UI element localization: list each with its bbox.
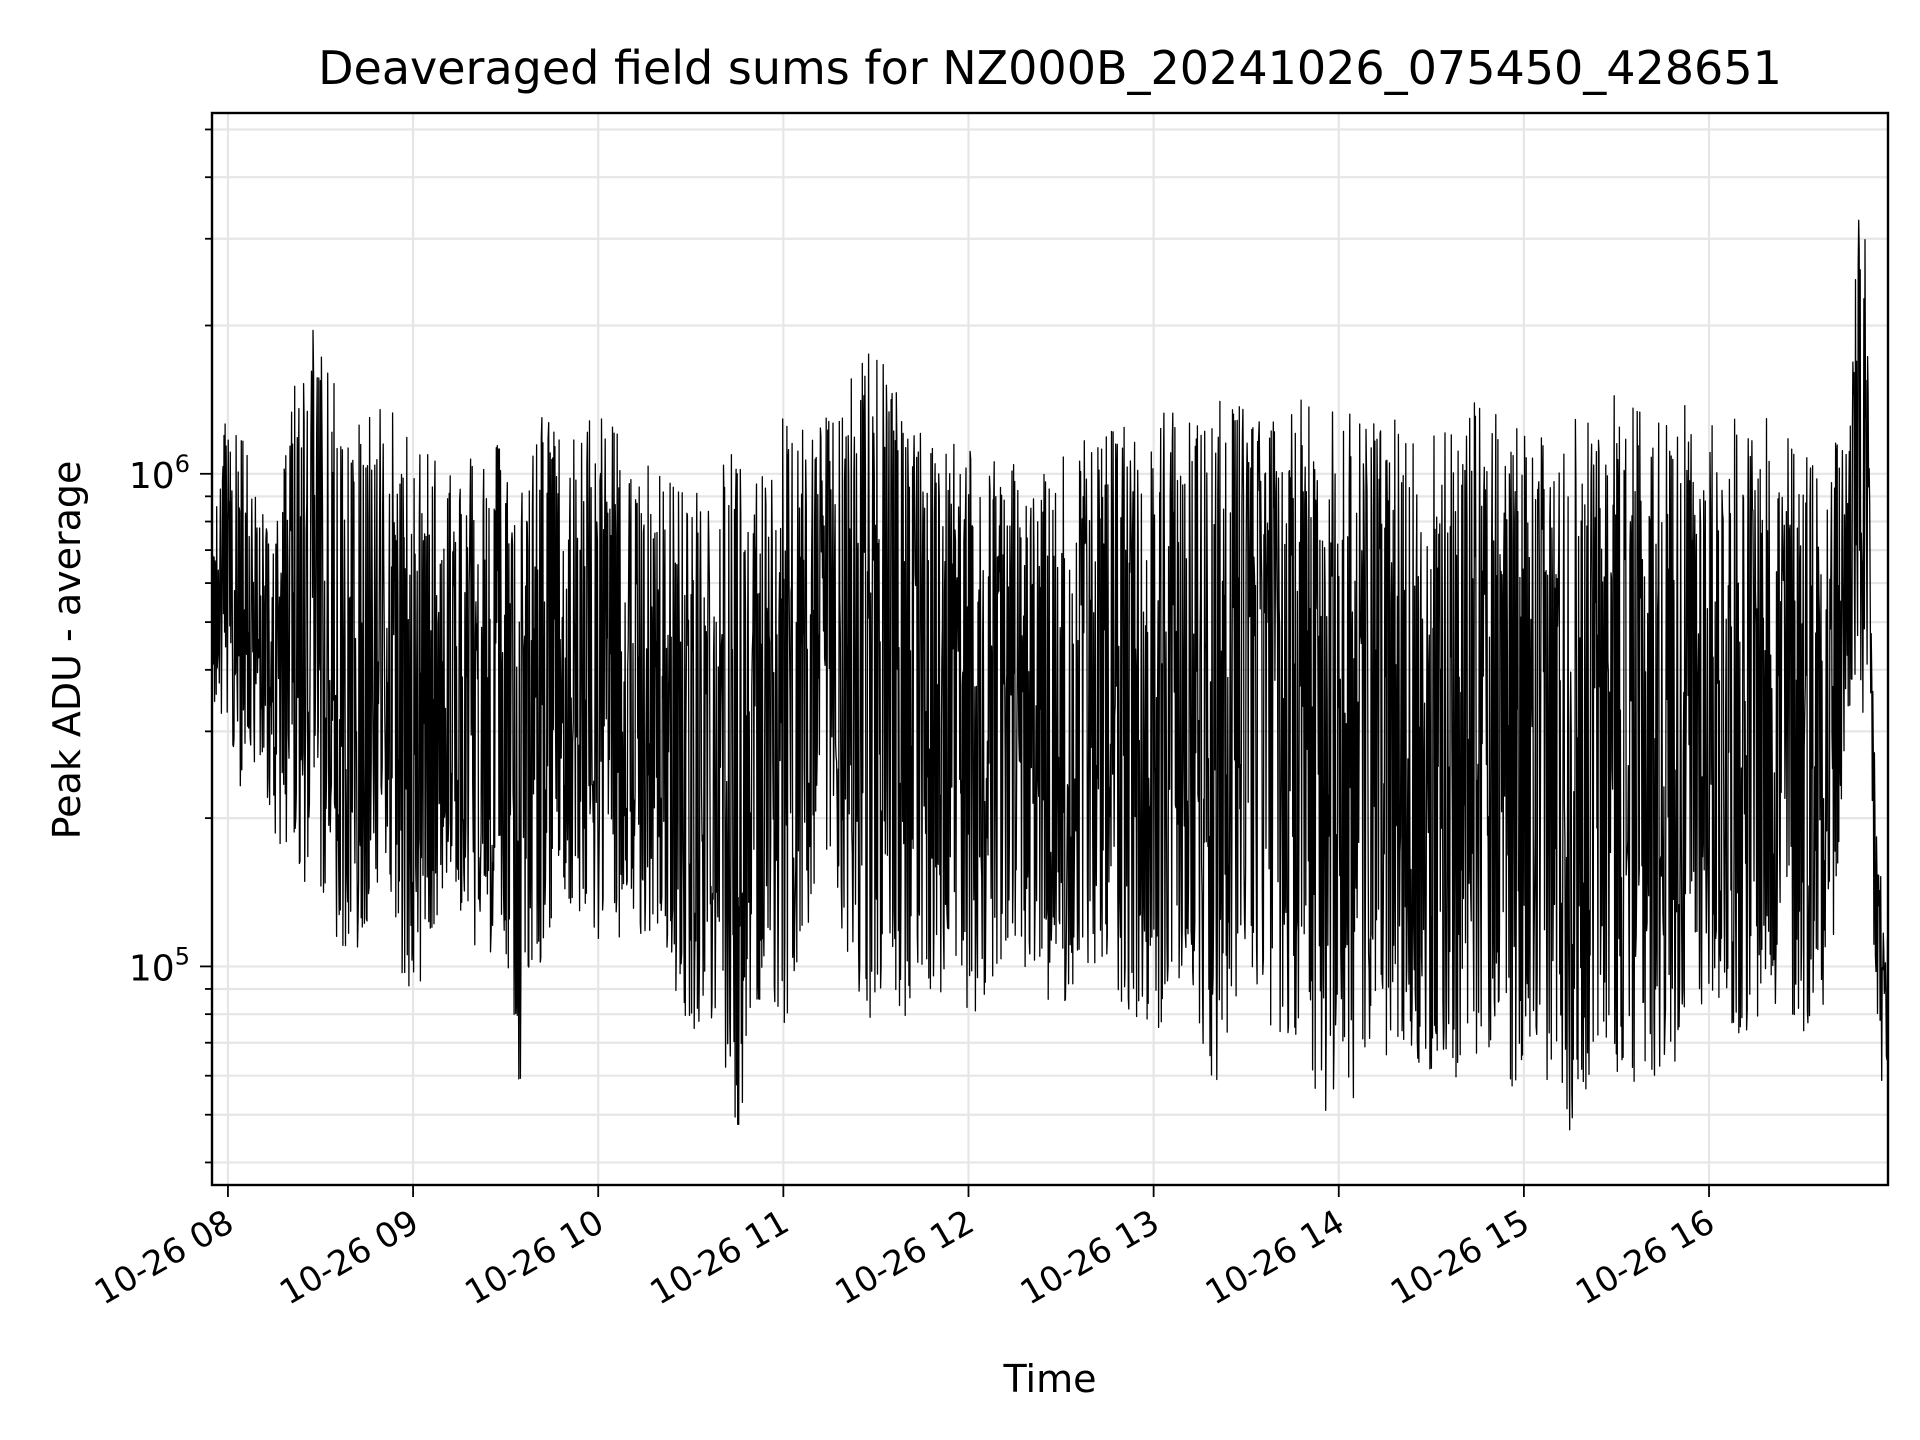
plot-frame [210,111,1890,1187]
chart-title: Deaveraged field sums for NZ000B_2024102… [318,41,1782,95]
x-tick-label: 10-26 09 [273,1202,425,1313]
y-tick-exponent: 5 [175,942,190,970]
y-axis-label: Peak ADU - average [45,461,89,840]
y-tick-exponent: 6 [175,450,190,478]
x-tick-label: 10-26 15 [1384,1202,1536,1313]
x-axis-label: Time [1003,1357,1097,1401]
y-tick-label: 106 [129,450,190,497]
x-tick-label: 10-26 13 [1014,1202,1166,1313]
x-tick-label: 10-26 11 [643,1202,795,1313]
x-tick-label: 10-26 12 [829,1202,981,1313]
x-tick-label: 10-26 08 [88,1202,240,1313]
x-axis: 10-26 08 10-26 09 10-26 10 10-26 11 10-26 12… [88,1185,1722,1313]
series-line [212,219,1888,1131]
y-tick-base: 10 [129,456,175,497]
y-tick-label: 105 [129,942,190,989]
x-tick-label: 10-26 10 [458,1202,610,1313]
x-tick-label: 10-26 14 [1199,1202,1351,1313]
series-layer [212,219,1888,1131]
y-tick-base: 10 [129,948,175,989]
x-tick-label: 10-26 16 [1569,1202,1721,1313]
